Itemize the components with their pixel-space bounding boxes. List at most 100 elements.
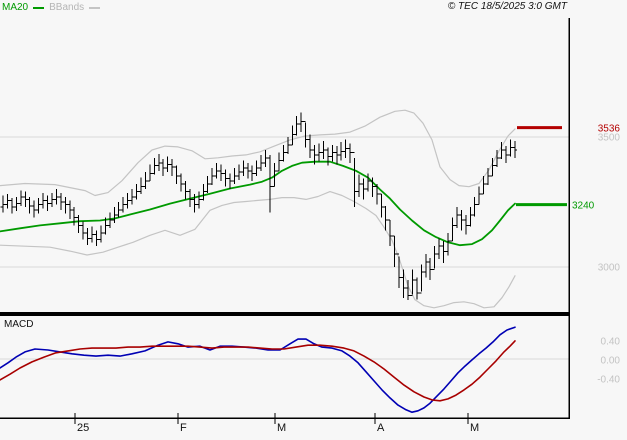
candle-bar — [116, 202, 122, 218]
candle-bar — [85, 228, 90, 245]
candle-bar — [289, 125, 295, 146]
candle-bar — [352, 152, 357, 208]
candle-bar — [156, 153, 162, 171]
candle-bar — [343, 139, 349, 158]
candle-bar — [200, 183, 206, 201]
candle-bar — [499, 142, 504, 160]
candle-bar — [392, 235, 397, 267]
panel-separator — [0, 312, 570, 316]
candle-bar — [245, 163, 251, 179]
bollinger-upper-line — [0, 109, 516, 197]
candle-bar — [218, 164, 224, 182]
candle-bar — [27, 196, 33, 214]
candle-bar — [80, 221, 86, 240]
candle-bar — [165, 156, 171, 173]
price-axis-label: 3536 — [597, 123, 620, 135]
candle-bar — [9, 198, 15, 214]
candle-bar — [0, 195, 6, 213]
candle-bar — [507, 139, 513, 157]
candle-bar — [258, 155, 264, 171]
candle-bar — [240, 160, 246, 176]
x-axis-month-label: M — [277, 422, 287, 434]
candle-bar — [214, 163, 219, 179]
candle-bar — [414, 277, 420, 300]
signal-line — [0, 340, 516, 402]
candle-bar — [267, 155, 273, 213]
candle-bar — [125, 192, 130, 209]
candle-bar — [209, 168, 215, 186]
candle-bar — [481, 176, 486, 195]
candle-bar — [347, 143, 353, 163]
candle-bar — [436, 238, 442, 260]
candle-bar — [454, 207, 460, 228]
candle-bar — [151, 157, 157, 175]
bbands-legend-dash-icon — [89, 6, 101, 9]
candle-bar — [102, 217, 108, 235]
candle-bar — [365, 173, 371, 192]
x-axis-month-label: F — [180, 422, 187, 434]
candle-bar — [183, 181, 188, 200]
candle-bar — [494, 150, 500, 167]
bollinger-lower-line — [0, 191, 516, 309]
candle-bar — [178, 173, 184, 192]
candle-bar — [120, 196, 126, 213]
candle-bar — [325, 147, 331, 166]
candle-bar — [383, 205, 389, 231]
candle-bar — [223, 169, 228, 187]
candle-bar — [67, 200, 73, 219]
candle-bar — [423, 254, 429, 278]
candle-bar — [49, 192, 55, 208]
candle-bar — [427, 257, 433, 280]
candle-bar — [418, 264, 424, 294]
candle-bar — [13, 196, 19, 212]
candle-bar — [191, 194, 197, 213]
candle-bar — [338, 142, 344, 161]
candle-bar — [503, 146, 509, 163]
candle-bar — [312, 144, 317, 165]
candle-bar — [298, 112, 304, 132]
ma20-line — [0, 160, 516, 247]
candle-bar — [334, 146, 340, 165]
candle-bar — [5, 194, 10, 209]
candle-bar — [111, 207, 117, 223]
candle-bar — [40, 192, 46, 209]
ma20-legend-label: MA20 — [2, 2, 29, 13]
candle-bar — [187, 189, 193, 208]
copyright-text: © TEC 18/5/2025 3:0 GMT — [447, 1, 567, 12]
ma20-legend-dash-icon — [33, 6, 45, 9]
candle-bar — [410, 269, 415, 297]
candle-bar — [472, 196, 478, 217]
candle-bar — [236, 164, 242, 180]
candle-bar — [94, 230, 99, 247]
macd-line — [0, 326, 516, 414]
candle-bar — [441, 241, 446, 264]
candle-bar — [169, 159, 175, 176]
candle-bar — [405, 280, 411, 300]
candle-bar — [356, 174, 362, 197]
candle-bar — [227, 173, 233, 189]
candle-bar — [294, 116, 300, 136]
bbands-legend-label: BBands — [49, 2, 85, 13]
candle-bar — [249, 165, 255, 182]
candle-bar — [45, 195, 50, 212]
price-axis-label: 3500 — [597, 132, 620, 144]
x-axis-month-label: A — [377, 422, 385, 434]
candle-bar — [89, 226, 95, 243]
candle-bar — [76, 215, 82, 234]
candle-bar — [280, 144, 286, 162]
price-axis-label: 3240 — [572, 200, 595, 212]
candle-bar — [307, 134, 313, 158]
candle-bar — [58, 192, 64, 210]
candle-bar — [485, 168, 491, 186]
macd-axis-label: -0.40 — [597, 374, 620, 386]
candle-bar — [254, 160, 260, 176]
candle-bar — [71, 207, 77, 226]
candle-bar — [143, 172, 148, 189]
legend: MA20 BBands — [2, 2, 101, 13]
candle-bar — [31, 200, 37, 218]
candle-bar — [316, 143, 322, 162]
candle-bar — [401, 269, 406, 299]
candle-bar — [329, 144, 335, 162]
candle-bar — [263, 150, 268, 167]
